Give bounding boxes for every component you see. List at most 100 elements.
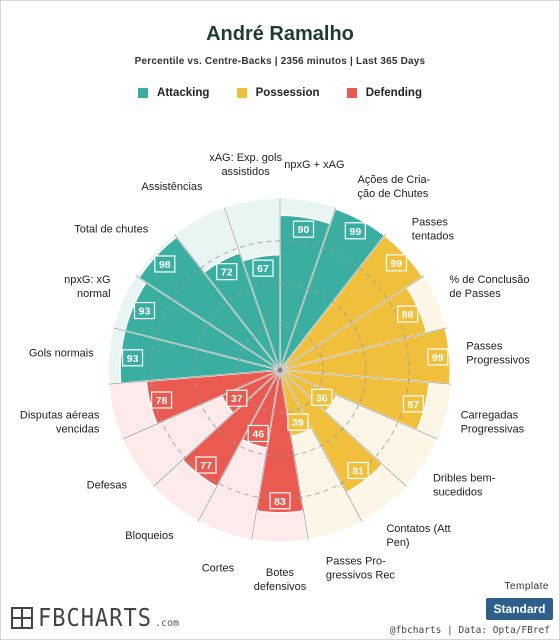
metric-label: % de Conclusão de Passes (449, 274, 529, 300)
value-label: 98 (159, 259, 171, 271)
value-label: 99 (432, 352, 444, 364)
metric-label: Defesas (87, 479, 128, 491)
spoke-line (279, 369, 407, 487)
metric-label-line: Gols normais (29, 348, 94, 360)
metric-label: Carregadas Progressivas (461, 409, 525, 435)
spoke-line (153, 369, 281, 487)
metric-label-line: Ações de Cria- (357, 174, 430, 186)
value-badge (121, 349, 144, 367)
metric-label-line: Passes Pro- (326, 556, 386, 568)
value-badge (150, 391, 173, 409)
spoke-line (108, 369, 281, 385)
value-label: 93 (127, 353, 139, 365)
legend-swatch-possession (236, 88, 247, 98)
legend-item-attacking: Attacking (138, 87, 209, 99)
metric-label-line: sucedidos (433, 486, 483, 498)
chart-subtitle: Percentile vs. Centre-Backs | 2356 minut… (134, 56, 426, 67)
metric-label-line: ção de Chutes (357, 188, 428, 200)
value-label: 77 (200, 460, 212, 472)
legend-swatch-attacking (138, 88, 149, 98)
metric-label-line: % de Conclusão (449, 274, 529, 286)
value-label: 39 (292, 417, 304, 429)
metric-label-line: Passes (412, 216, 449, 228)
spoke-line (279, 327, 447, 371)
metric-label: Contatos (Att Pen) (386, 523, 450, 549)
brand-name: FBCHARTS (38, 603, 152, 633)
metric-label-line: npxG: xG (64, 274, 110, 286)
spoke-line (279, 369, 438, 440)
value-label: 83 (274, 496, 286, 508)
legend-item-possession: Possession (236, 87, 320, 99)
spoke-line (279, 234, 386, 371)
grid-logo-icon (11, 607, 33, 629)
value-badge (311, 388, 333, 406)
value-label: 99 (349, 226, 361, 238)
spoke-line (197, 369, 281, 522)
legend-label-attacking: Attacking (157, 87, 210, 99)
metric-label-line: Cortes (202, 563, 235, 575)
metric-label: Total de chutes (74, 223, 148, 235)
metric-label: Assistências (141, 181, 203, 193)
value-badge (154, 255, 176, 273)
value-label: 88 (402, 309, 414, 321)
legend-label-possession: Possession (255, 87, 320, 99)
metric-label: Passes Progressivos (466, 341, 530, 367)
metric-label: Gols normais (29, 348, 94, 360)
template-select-button[interactable]: Standard (486, 598, 553, 620)
metric-label: xAG: Exp. gols assistidos (209, 152, 282, 178)
metric-label-line: Passes (466, 341, 503, 353)
metric-label-line: vencidas (56, 423, 100, 435)
metric-label-line: tentados (412, 230, 455, 242)
metric-label: npxG: xG normal (64, 274, 110, 300)
metric-label-line: defensivos (254, 581, 307, 593)
metric-label: Disputas aéreas vencidas (20, 409, 100, 435)
legend-label-defending: Defending (365, 87, 422, 99)
value-label: 87 (408, 399, 420, 411)
value-badge (427, 348, 449, 366)
brand-suffix: .com (154, 617, 180, 629)
metric-label-line: Progressivos (466, 355, 530, 367)
value-label: 90 (298, 224, 310, 236)
value-label: 36 (316, 392, 328, 404)
data-credit: @fbcharts | Data: Opta/FBref (389, 625, 550, 636)
value-badge (133, 301, 156, 320)
value-badge (226, 389, 248, 407)
metric-label-line: Disputas aéreas (20, 409, 100, 421)
metric-label-line: Botes (266, 567, 295, 579)
value-label: 72 (221, 267, 233, 279)
value-label: 81 (352, 465, 364, 477)
value-label: 67 (257, 263, 269, 275)
template-label: Template (504, 581, 549, 592)
value-badge (269, 492, 291, 510)
metric-label-line: Dribles bem- (433, 472, 496, 484)
reference-ring (193, 283, 367, 457)
value-badge (347, 461, 369, 480)
metric-label-line: assistidos (221, 166, 270, 178)
value-badge (397, 305, 419, 323)
spoke-line (135, 275, 281, 371)
metric-label-line: Bloqueios (125, 530, 174, 542)
metric-label: Botes defensivos (254, 567, 307, 593)
metric-label-line: Pen) (386, 537, 409, 549)
metric-label-line: Assistências (141, 181, 203, 193)
value-badge (216, 263, 238, 281)
spoke-line (174, 234, 281, 371)
legend: Attacking Possession Defending (1, 87, 559, 101)
metric-label: Passes tentados (412, 216, 455, 242)
value-label: 37 (231, 393, 243, 405)
metric-label-line: de Passes (449, 288, 501, 300)
metric-label: npxG + xAG (284, 159, 344, 171)
value-label: 99 (391, 258, 403, 270)
legend-item-defending: Defending (346, 87, 422, 99)
brand-logo: FBCHARTS .com (11, 603, 180, 633)
spoke-line (251, 369, 281, 540)
metric-label-line: Defesas (87, 479, 128, 491)
value-badge (385, 254, 408, 272)
value-badge (247, 424, 269, 443)
chart-title: André Ramalho (206, 23, 354, 45)
value-badge (287, 413, 309, 431)
metric-label-line: gressivos Rec (326, 570, 396, 582)
spoke-line (122, 369, 281, 440)
